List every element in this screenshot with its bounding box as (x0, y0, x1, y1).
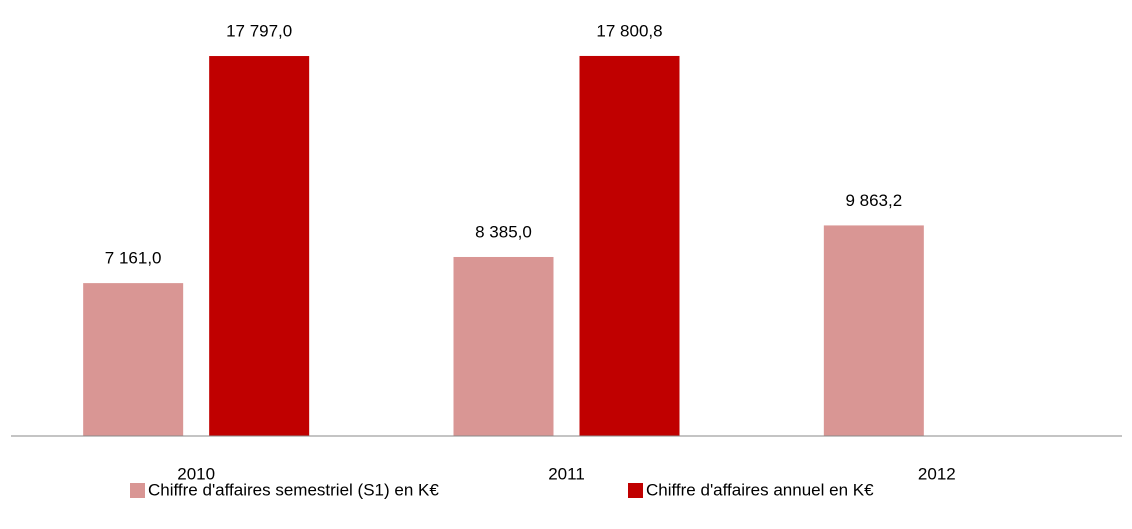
value-label: 9 863,2 (845, 191, 902, 210)
x-tick-label: 2012 (918, 464, 956, 483)
x-tick-label: 2010 (177, 464, 215, 483)
x-tick-label: 2011 (548, 464, 585, 483)
value-label: 17 797,0 (226, 22, 292, 41)
legend-label: Chiffre d'affaires annuel en K€ (646, 480, 874, 499)
bar (453, 256, 554, 436)
legend-swatch (628, 483, 643, 498)
bar (823, 225, 924, 436)
bar (209, 56, 310, 436)
bar (83, 283, 184, 436)
value-label: 17 800,8 (596, 21, 662, 40)
bar (579, 55, 680, 437)
legend-label: Chiffre d'affaires semestriel (S1) en K€ (148, 480, 439, 499)
value-label: 7 161,0 (105, 249, 162, 268)
value-label: 8 385,0 (475, 222, 532, 241)
legend-swatch (130, 483, 145, 498)
